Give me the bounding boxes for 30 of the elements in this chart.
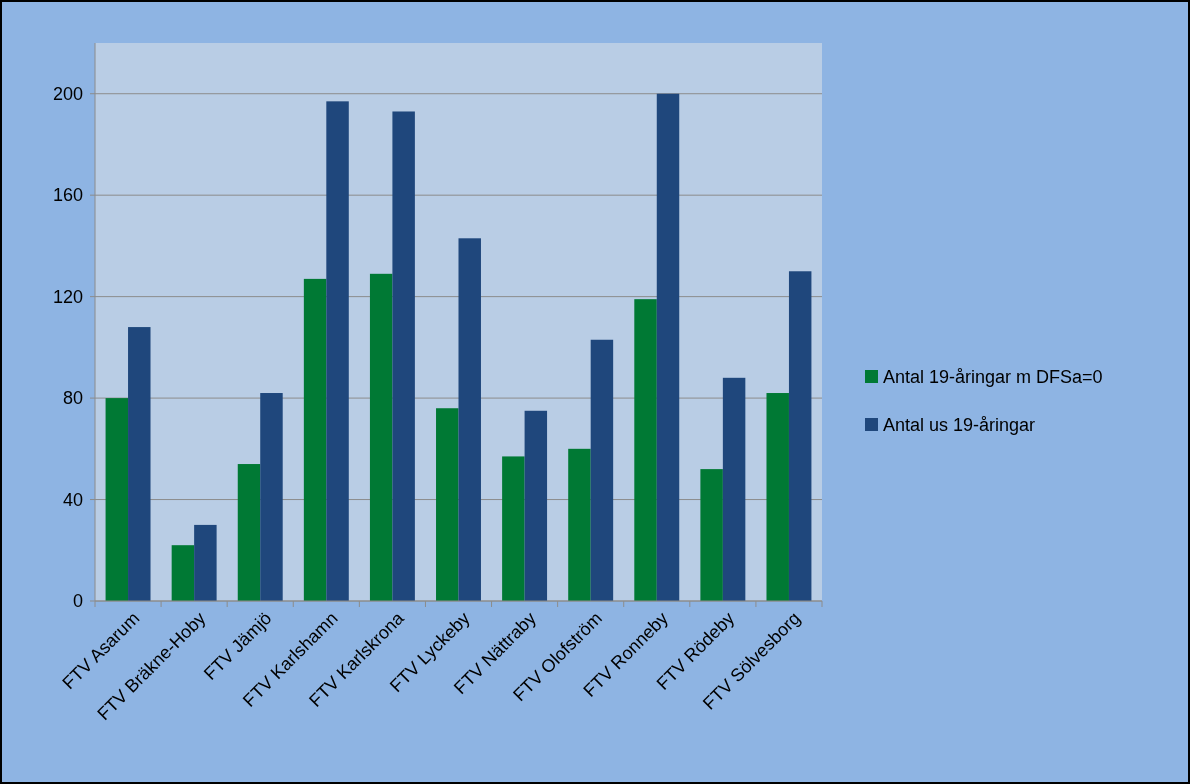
bar (369, 273, 393, 601)
bar (194, 524, 217, 601)
bar (634, 299, 657, 601)
bar (788, 271, 812, 601)
bar (260, 393, 283, 601)
y-tick-label: 0 (72, 591, 83, 612)
bar (128, 327, 151, 601)
bar (502, 456, 525, 601)
bar (326, 101, 349, 601)
bar (105, 398, 129, 601)
y-tick-label: 200 (52, 84, 83, 105)
bar (436, 408, 459, 601)
legend-label: Antal us 19-åringar (883, 415, 1036, 436)
bar (656, 93, 680, 601)
bar (458, 238, 481, 601)
bar (303, 278, 327, 601)
bar (766, 393, 789, 601)
bar (237, 464, 261, 601)
bar (392, 111, 415, 601)
y-tick-label: 160 (52, 185, 83, 206)
y-tick-label: 80 (62, 388, 83, 409)
y-tick-label: 120 (52, 286, 83, 307)
bar (568, 448, 591, 601)
bar (590, 339, 614, 601)
y-tick-label: 40 (62, 489, 83, 510)
legend-label: Antal 19-åringar m DFSa=0 (883, 367, 1103, 388)
bar (524, 410, 548, 601)
bar (700, 469, 723, 601)
bar (171, 545, 195, 601)
bar (722, 377, 746, 601)
